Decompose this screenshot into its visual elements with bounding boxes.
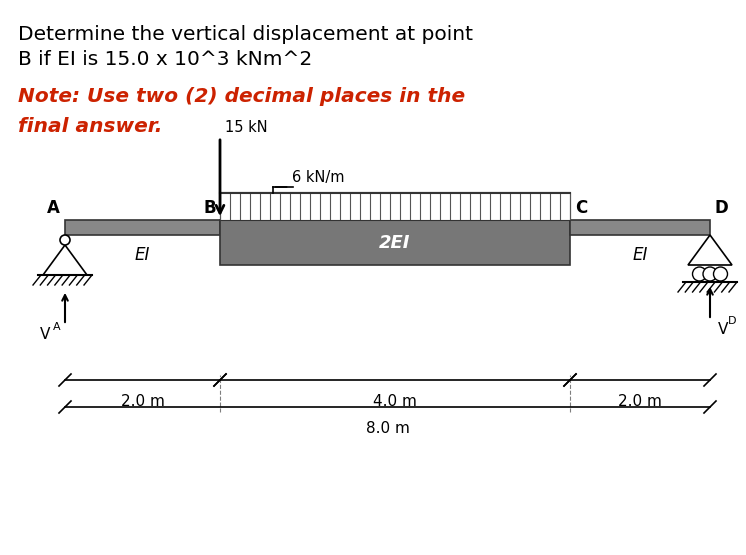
- Text: EI: EI: [135, 246, 150, 264]
- Text: A: A: [53, 322, 60, 332]
- Circle shape: [703, 267, 717, 281]
- Text: 2.0 m: 2.0 m: [121, 394, 164, 409]
- Text: D: D: [728, 316, 736, 326]
- Circle shape: [692, 267, 706, 281]
- Bar: [65, 220, 220, 235]
- Text: V: V: [718, 322, 728, 337]
- Text: Note: Use two (2) decimal places in the: Note: Use two (2) decimal places in the: [18, 87, 465, 106]
- Circle shape: [60, 235, 70, 245]
- Text: V: V: [40, 327, 50, 342]
- Text: 6 kN/m: 6 kN/m: [292, 170, 345, 185]
- Text: D: D: [715, 199, 729, 217]
- Text: Determine the vertical displacement at point: Determine the vertical displacement at p…: [18, 25, 473, 44]
- Bar: [220, 192, 570, 220]
- Text: final answer.: final answer.: [18, 117, 163, 136]
- Text: 2EI: 2EI: [379, 234, 411, 251]
- Bar: [220, 220, 570, 265]
- Bar: [570, 220, 710, 235]
- Circle shape: [713, 267, 727, 281]
- Polygon shape: [43, 245, 87, 275]
- Text: EI: EI: [633, 246, 648, 264]
- Text: 8.0 m: 8.0 m: [366, 421, 410, 436]
- Text: B if EI is 15.0 x 10^3 kNm^2: B if EI is 15.0 x 10^3 kNm^2: [18, 50, 313, 69]
- Text: 2.0 m: 2.0 m: [618, 394, 662, 409]
- Text: 4.0 m: 4.0 m: [373, 394, 417, 409]
- Text: 15 kN: 15 kN: [225, 120, 268, 135]
- Text: A: A: [47, 199, 60, 217]
- Text: C: C: [575, 199, 587, 217]
- Polygon shape: [688, 235, 732, 265]
- Text: B: B: [204, 199, 216, 217]
